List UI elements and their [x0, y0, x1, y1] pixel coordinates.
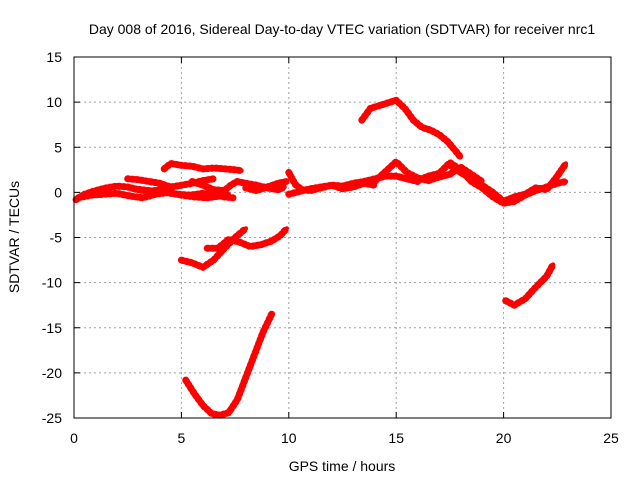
y-tick-label: 10: [46, 94, 62, 110]
y-tick-label: 0: [54, 184, 62, 200]
grid-layer: [74, 57, 611, 418]
x-tick-label: 10: [281, 430, 297, 446]
series-arc-16-markers: [182, 310, 276, 419]
series-arc-10-markers: [358, 96, 465, 161]
tick-label-layer: 0 5 10 15 20 25 -25 -20 -15 -10 -5 0 5 10 15: [42, 49, 619, 446]
series-arc-9-markers: [285, 172, 422, 198]
y-tick-label: 15: [46, 49, 62, 65]
series-layer: [72, 96, 570, 419]
y-tick-label: 5: [54, 139, 62, 155]
y-tick-label: -20: [42, 365, 62, 381]
series-arc-7-markers: [242, 178, 291, 195]
x-tick-label: 25: [603, 430, 619, 446]
series-arc-17-markers: [502, 261, 557, 309]
y-tick-label: -15: [42, 320, 62, 336]
x-tick-label: 5: [178, 430, 186, 446]
tick-layer: [73, 56, 612, 419]
series-arc-5-markers: [160, 160, 245, 175]
y-tick-label: -5: [50, 230, 63, 246]
y-tick-label: -10: [42, 275, 62, 291]
x-tick-label: 15: [388, 430, 404, 446]
series-arc-4-markers: [130, 185, 237, 202]
series-arc-15-markers: [203, 225, 291, 252]
x-axis-label: GPS time / hours: [289, 458, 396, 474]
x-tick-label: 20: [496, 430, 512, 446]
chart-title: Day 008 of 2016, Sidereal Day-to-day VTE…: [89, 21, 595, 37]
x-tick-label: 0: [70, 430, 78, 446]
y-tick-label: -25: [42, 410, 62, 426]
y-axis-label: SDTVAR / TECUs: [6, 181, 22, 293]
series-arc-13-markers: [446, 160, 570, 205]
